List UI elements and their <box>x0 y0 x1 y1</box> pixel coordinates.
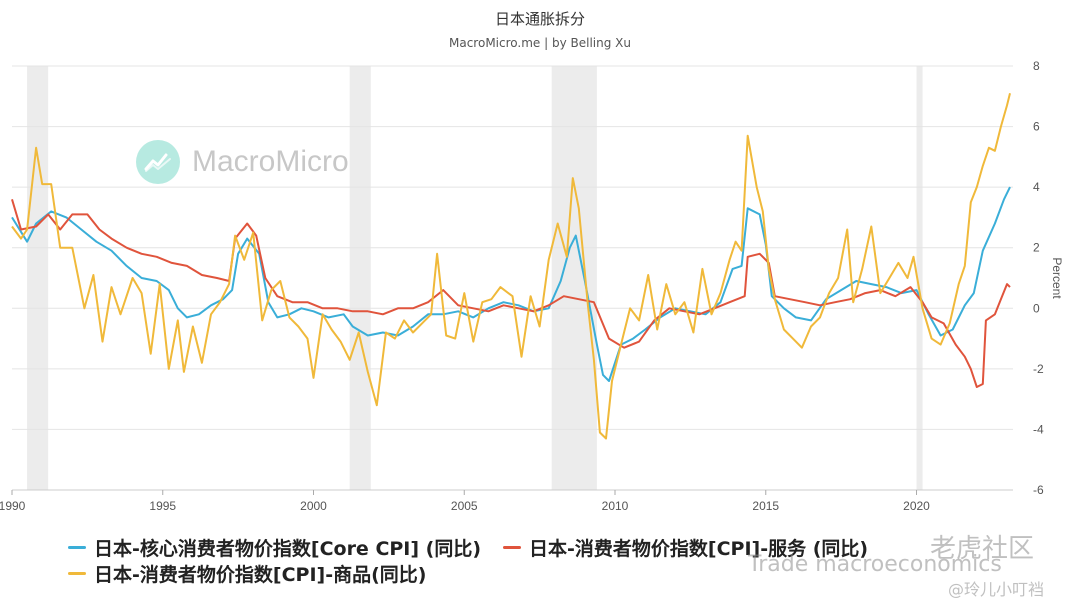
x-tick-label: 2010 <box>602 499 629 513</box>
recession-band <box>551 66 597 490</box>
recession-band <box>916 66 923 490</box>
y-tick-label: -6 <box>1033 483 1044 497</box>
legend-swatch <box>503 545 522 549</box>
macromicro-watermark: MacroMicro <box>136 140 349 184</box>
chart-legend: 日本-核心消费者物价指数[Core CPI] (同比) 日本-消费者物价指数[C… <box>68 534 1068 586</box>
legend-item-cpi-services[interactable]: 日本-消费者物价指数[CPI]-服务 (同比) <box>503 534 868 561</box>
y-tick-label: 6 <box>1033 120 1040 134</box>
legend-label: 日本-消费者物价指数[CPI]-商品(同比) <box>94 563 427 586</box>
trade-macroeconomics-watermark: Trade macroeconomics <box>748 552 1002 577</box>
tiger-community-watermark: 老虎社区 <box>930 534 1035 564</box>
recession-band <box>27 66 49 490</box>
y-tick-label: 2 <box>1033 241 1040 255</box>
y-tick-label: -2 <box>1033 362 1044 376</box>
y-tick-label: 8 <box>1033 59 1040 73</box>
x-tick-label: 2015 <box>752 499 779 513</box>
legend-label: 日本-消费者物价指数[CPI]-服务 (同比) <box>529 537 869 560</box>
watermark-text: MacroMicro <box>192 145 349 178</box>
x-tick-label: 1995 <box>149 499 176 513</box>
y-tick-label: 0 <box>1033 301 1040 315</box>
macromicro-logo-icon <box>136 140 180 184</box>
y-axis-label: Percent <box>1050 257 1064 299</box>
series-line-1 <box>11 186 1011 382</box>
series-line-2 <box>11 199 1011 388</box>
x-tick-label: 2000 <box>300 499 327 513</box>
legend-item-core-cpi[interactable]: 日本-核心消费者物价指数[Core CPI] (同比) <box>68 534 481 561</box>
author-handle-watermark: @玲儿小叮裆 <box>948 580 1045 599</box>
series-line-3 <box>11 93 1011 440</box>
legend-label: 日本-核心消费者物价指数[Core CPI] (同比) <box>94 537 482 560</box>
legend-swatch <box>68 545 86 549</box>
chart-subtitle: MacroMicro.me | by Belling Xu <box>449 36 631 50</box>
y-tick-label: 4 <box>1033 180 1040 194</box>
legend-swatch <box>68 571 86 575</box>
y-tick-label: -4 <box>1033 422 1044 436</box>
legend-item-cpi-goods[interactable]: 日本-消费者物价指数[CPI]-商品(同比) <box>68 560 426 587</box>
line-chart: -6 -4 -2 0 2 4 6 8 1990 1995 2000 2005 2010 2015 2020 P… <box>0 59 1064 513</box>
x-tick-label: 1990 <box>0 499 26 513</box>
chart-title: 日本通胀拆分 <box>494 10 585 28</box>
recession-band <box>349 66 371 490</box>
x-tick-label: 2005 <box>451 499 478 513</box>
x-tick-label: 2020 <box>903 499 930 513</box>
